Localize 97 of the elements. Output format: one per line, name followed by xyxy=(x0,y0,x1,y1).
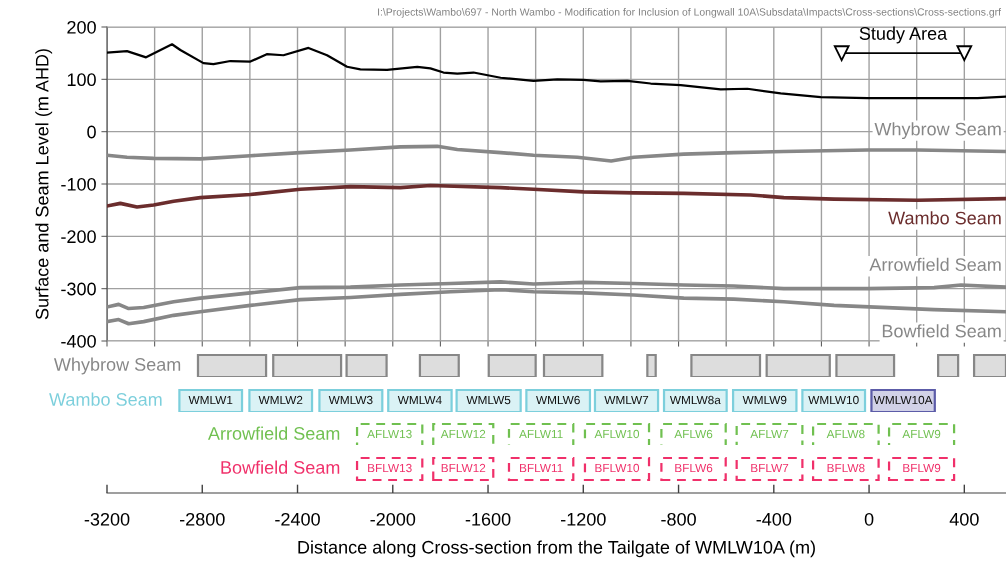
data-label: AFLW12 xyxy=(440,429,486,439)
bar xyxy=(735,422,804,445)
bar xyxy=(887,422,956,445)
data-label: BFLW7 xyxy=(751,463,789,473)
data-label: WMLW6 xyxy=(536,395,580,405)
data-label: WMLW4 xyxy=(397,395,442,405)
data-label: WMLW9 xyxy=(742,395,787,405)
bar xyxy=(646,353,657,377)
data-label: AFLW9 xyxy=(902,429,941,439)
bar xyxy=(887,456,956,482)
bar xyxy=(660,456,727,482)
bar xyxy=(835,353,896,377)
data-label: WMLW3 xyxy=(328,395,373,405)
data-label: AFLW6 xyxy=(674,429,713,439)
x-tick-label: 400 xyxy=(949,512,979,526)
series-label: Arrowfield Seam xyxy=(869,257,1001,272)
bar xyxy=(487,353,537,377)
line-series xyxy=(107,183,1006,209)
x-tick-label: -2800 xyxy=(179,512,225,526)
y-tick-label: -300 xyxy=(61,282,96,296)
bar xyxy=(248,388,314,412)
bar xyxy=(355,422,424,445)
y-tick-label: 0 xyxy=(87,125,96,139)
bar xyxy=(811,456,880,482)
data-label: BFLW13 xyxy=(368,463,412,473)
bar xyxy=(660,422,727,445)
line-series xyxy=(107,43,1006,100)
y-tick-label: 200 xyxy=(67,20,96,34)
data-label: WMLW5 xyxy=(466,395,511,405)
series-label: Bowfield Seam xyxy=(882,324,1001,338)
bar xyxy=(593,388,660,412)
data-label: WMLW10A xyxy=(873,395,933,405)
bar xyxy=(345,353,388,377)
bar xyxy=(735,456,804,482)
x-axis-title: Distance along Cross-section from the Tailgate of WMLW10A (m) xyxy=(298,540,815,558)
x-tick-label: -400 xyxy=(756,512,792,526)
data-label: AFLW8 xyxy=(826,429,865,439)
x-tick-label: -800 xyxy=(661,512,696,526)
bar xyxy=(662,388,728,412)
bar xyxy=(731,388,798,412)
data-label: BFLW6 xyxy=(675,463,713,473)
y-tick-label: -400 xyxy=(61,334,96,348)
bar xyxy=(542,353,604,377)
line-series xyxy=(107,287,1006,326)
x-tick-label: -2000 xyxy=(370,512,416,526)
data-label: BFLW12 xyxy=(441,463,486,473)
series-label: Study Area xyxy=(859,26,948,44)
bar xyxy=(387,388,453,412)
bar xyxy=(937,353,960,377)
y-tick-label: Whybrow Seam xyxy=(53,357,181,375)
bar xyxy=(583,456,651,482)
bar xyxy=(318,388,384,412)
data-label: WMLW2 xyxy=(258,395,303,405)
bar xyxy=(432,456,495,482)
bar xyxy=(272,353,343,377)
bar xyxy=(196,353,268,377)
bar xyxy=(870,388,936,412)
bar xyxy=(811,422,880,445)
y-tick-label: -100 xyxy=(61,177,96,191)
x-tick-label: 0 xyxy=(864,512,874,526)
data-label: AFLW7 xyxy=(750,429,789,439)
bar xyxy=(801,388,867,412)
bar xyxy=(525,388,592,412)
x-tick-label: -2400 xyxy=(275,512,320,526)
bar xyxy=(355,456,424,482)
data-label: WMLW7 xyxy=(604,395,649,405)
x-tick-label: -1200 xyxy=(561,512,606,526)
data-label: AFLW10 xyxy=(594,429,640,439)
data-label: WMLW8a xyxy=(669,395,721,405)
data-label: BFLW9 xyxy=(903,463,941,473)
bar xyxy=(507,456,575,482)
bar xyxy=(418,353,460,377)
bar xyxy=(507,422,575,445)
text: I:\Projects\Wambo\697 - North Wambo - Modification for Inclusion of Longwall 10A\Subsdata\Impacts\Cross-sections\Cross-sections.grf xyxy=(378,8,1002,18)
bar xyxy=(455,388,522,412)
data-label: WMLW1 xyxy=(188,395,233,405)
bar xyxy=(583,422,651,445)
data-label: BFLW8 xyxy=(827,463,865,473)
y-axis-title: Surface and Seam Level (m AHD) xyxy=(35,49,53,320)
bar xyxy=(765,353,831,377)
line-series xyxy=(107,280,1006,311)
bar xyxy=(690,353,762,377)
y-tick-label: -200 xyxy=(61,230,96,244)
data-label: BFLW10 xyxy=(595,463,640,473)
x-tick-label: -3200 xyxy=(84,512,130,526)
bar xyxy=(972,353,1006,377)
bar xyxy=(432,422,495,445)
x-tick-label: -1600 xyxy=(465,512,511,526)
data-label: BFLW11 xyxy=(520,463,563,473)
bar xyxy=(178,388,244,412)
series-label: Whybrow Seam xyxy=(874,122,1001,140)
y-tick-label: 100 xyxy=(67,73,96,87)
data-label: WMLW10 xyxy=(808,395,859,405)
series-label: Wambo Seam xyxy=(888,211,1001,225)
line-series xyxy=(107,144,1006,163)
data-label: AFLW13 xyxy=(367,429,412,439)
data-label: AFLW11 xyxy=(519,429,563,439)
